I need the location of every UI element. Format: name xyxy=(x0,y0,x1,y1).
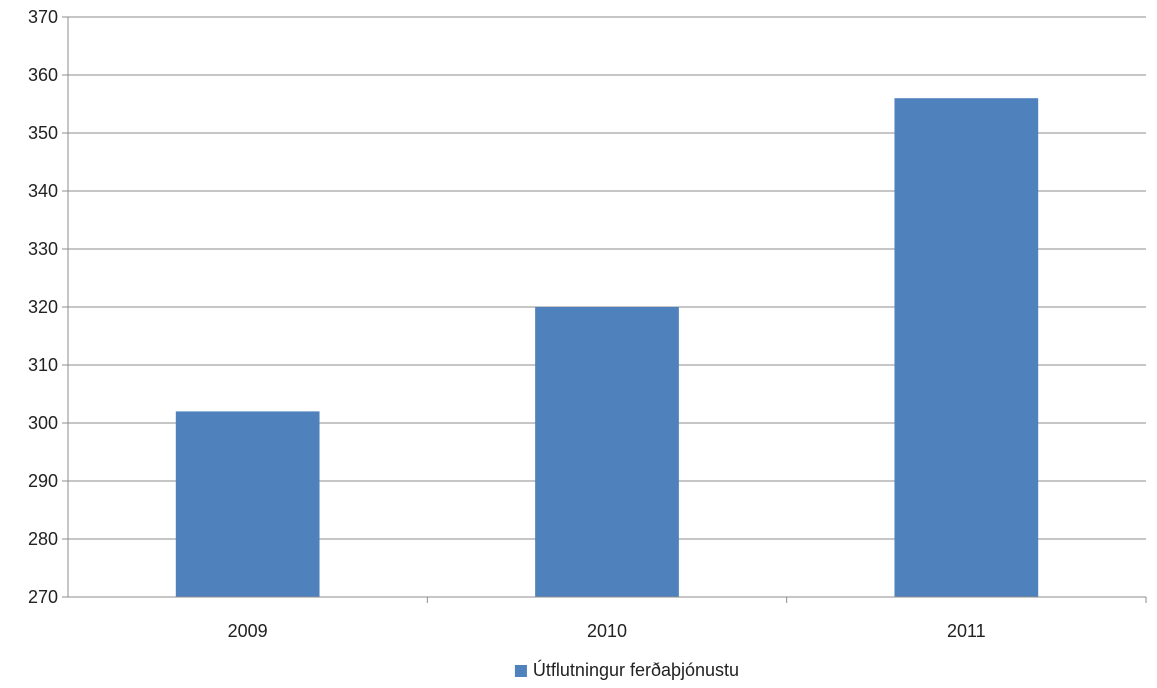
y-tick-labels: 270 280 290 300 310 320 330 340 350 360 370 xyxy=(28,7,58,607)
axes xyxy=(62,16,1147,603)
x-tick-label: 2011 xyxy=(947,621,986,641)
bar-2010 xyxy=(535,307,679,597)
y-tick-label: 300 xyxy=(28,413,58,433)
y-tick-label: 270 xyxy=(28,587,58,607)
y-tick-label: 320 xyxy=(28,297,58,317)
legend-swatch xyxy=(514,665,527,677)
y-tick-label: 330 xyxy=(28,239,58,259)
x-tick-label: 2009 xyxy=(228,621,268,641)
y-tick-label: 310 xyxy=(28,355,58,375)
x-tick-labels: 2009 2010 2011 xyxy=(228,621,986,641)
y-tick-label: 290 xyxy=(28,471,58,491)
legend-label: Útflutningur ferðaþjónustu xyxy=(533,659,739,680)
y-tick-label: 350 xyxy=(28,123,58,143)
y-tick-label: 340 xyxy=(28,181,58,201)
legend: Útflutningur ferðaþjónustu xyxy=(514,659,739,680)
y-tick-label: 370 xyxy=(28,7,58,27)
x-tick-label: 2010 xyxy=(587,621,627,641)
bars xyxy=(175,98,1039,597)
bar-2009 xyxy=(175,411,320,597)
y-tick-label: 280 xyxy=(28,529,58,549)
bar-2011 xyxy=(894,98,1039,597)
y-tick-label: 360 xyxy=(28,65,58,85)
